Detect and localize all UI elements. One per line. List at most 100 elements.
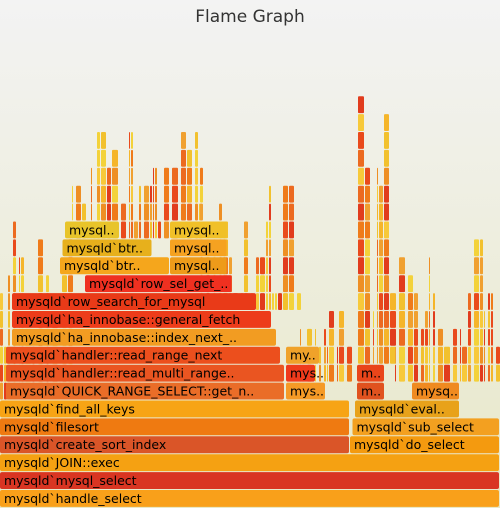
narrow-frame[interactable] — [365, 328, 370, 346]
narrow-frame[interactable] — [474, 364, 479, 382]
narrow-frame[interactable] — [339, 328, 344, 346]
narrow-frame[interactable] — [339, 364, 344, 382]
frame-bar[interactable] — [170, 239, 227, 257]
narrow-frame[interactable] — [0, 364, 3, 382]
frame-bar[interactable] — [286, 364, 315, 382]
narrow-frame[interactable] — [155, 203, 157, 221]
narrow-frame[interactable] — [365, 257, 370, 275]
narrow-frame[interactable] — [379, 275, 383, 293]
narrow-frame[interactable] — [327, 346, 328, 364]
narrow-frame[interactable] — [269, 293, 271, 310]
narrow-frame[interactable] — [379, 328, 383, 346]
narrow-frame[interactable] — [365, 293, 370, 310]
narrow-frame[interactable] — [76, 203, 81, 221]
narrow-frame[interactable] — [107, 203, 111, 221]
narrow-frame[interactable] — [131, 221, 133, 239]
narrow-frame[interactable] — [195, 149, 198, 167]
narrow-frame[interactable] — [187, 185, 192, 203]
narrow-frame[interactable] — [307, 328, 312, 346]
narrow-frame[interactable] — [384, 239, 389, 257]
narrow-frame[interactable] — [195, 203, 198, 221]
narrow-frame[interactable] — [384, 203, 389, 221]
frame-bar[interactable] — [65, 221, 119, 239]
narrow-frame[interactable] — [365, 221, 370, 239]
flame-frame[interactable]: mysqld`handler::read_range_next — [6, 346, 280, 364]
narrow-frame[interactable] — [107, 167, 111, 185]
narrow-frame[interactable] — [373, 346, 374, 364]
narrow-frame[interactable] — [480, 239, 483, 257]
flame-frame[interactable]: mysql.. — [65, 221, 119, 239]
narrow-frame[interactable] — [399, 257, 405, 275]
flame-frame[interactable]: mysqld`ha_innobase::index_next_.. — [12, 328, 276, 346]
narrow-frame[interactable] — [468, 364, 471, 382]
narrow-frame[interactable] — [8, 275, 10, 293]
narrow-frame[interactable] — [82, 203, 86, 221]
frame-bar[interactable] — [0, 472, 499, 489]
narrow-frame[interactable] — [129, 149, 130, 167]
narrow-frame[interactable] — [19, 275, 20, 293]
narrow-frame[interactable] — [408, 311, 413, 328]
narrow-frame[interactable] — [480, 364, 483, 382]
narrow-frame[interactable] — [488, 311, 490, 328]
frame-bar[interactable] — [85, 275, 232, 293]
narrow-frame[interactable] — [377, 311, 378, 328]
narrow-frame[interactable] — [444, 364, 450, 382]
narrow-frame[interactable] — [358, 132, 364, 149]
flame-frame[interactable]: mysqld`row_sel_get_.. — [85, 275, 232, 293]
narrow-frame[interactable] — [195, 185, 198, 203]
narrow-frame[interactable] — [266, 239, 268, 257]
narrow-frame[interactable] — [377, 293, 378, 310]
narrow-frame[interactable] — [101, 132, 106, 149]
frame-bar[interactable] — [0, 418, 349, 436]
narrow-frame[interactable] — [365, 346, 370, 364]
narrow-frame[interactable] — [384, 275, 389, 293]
frame-bar[interactable] — [286, 382, 325, 400]
narrow-frame[interactable] — [399, 328, 405, 346]
narrow-frame[interactable] — [425, 346, 428, 364]
narrow-frame[interactable] — [491, 364, 493, 382]
narrow-frame[interactable] — [256, 257, 259, 275]
narrow-frame[interactable] — [139, 221, 141, 239]
narrow-frame[interactable] — [172, 167, 178, 185]
narrow-frame[interactable] — [474, 293, 479, 310]
narrow-frame[interactable] — [399, 346, 405, 364]
narrow-frame[interactable] — [414, 311, 418, 328]
narrow-frame[interactable] — [395, 364, 396, 382]
narrow-frame[interactable] — [365, 167, 370, 185]
frame-bar[interactable] — [412, 382, 459, 400]
narrow-frame[interactable] — [300, 328, 301, 346]
narrow-frame[interactable] — [425, 364, 428, 382]
flame-frame[interactable]: mysqld`btr.. — [62, 239, 152, 257]
frame-bar[interactable] — [355, 400, 459, 418]
narrow-frame[interactable] — [480, 311, 483, 328]
narrow-frame[interactable] — [339, 311, 344, 328]
frame-bar[interactable] — [12, 311, 271, 328]
flame-frame[interactable]: m.. — [357, 382, 384, 400]
frame-bar[interactable] — [170, 221, 227, 239]
narrow-frame[interactable] — [377, 239, 378, 257]
narrow-frame[interactable] — [256, 293, 259, 310]
narrow-frame[interactable] — [408, 293, 413, 310]
frame-bar[interactable] — [357, 364, 384, 382]
narrow-frame[interactable] — [488, 364, 490, 382]
narrow-frame[interactable] — [390, 328, 396, 346]
narrow-frame[interactable] — [484, 346, 485, 364]
narrow-frame[interactable] — [414, 364, 418, 382]
narrow-frame[interactable] — [414, 293, 418, 310]
narrow-frame[interactable] — [377, 221, 378, 239]
narrow-frame[interactable] — [144, 221, 149, 239]
narrow-frame[interactable] — [172, 203, 178, 221]
narrow-frame[interactable] — [164, 203, 169, 221]
narrow-frame[interactable] — [358, 114, 364, 131]
narrow-frame[interactable] — [13, 275, 16, 293]
narrow-frame[interactable] — [453, 346, 457, 364]
narrow-frame[interactable] — [384, 167, 389, 185]
narrow-frame[interactable] — [460, 364, 461, 382]
narrow-frame[interactable] — [377, 185, 378, 203]
narrow-frame[interactable] — [433, 364, 435, 382]
narrow-frame[interactable] — [433, 293, 435, 310]
narrow-frame[interactable] — [8, 293, 10, 310]
narrow-frame[interactable] — [283, 275, 288, 293]
narrow-frame[interactable] — [496, 346, 500, 364]
narrow-frame[interactable] — [131, 167, 133, 185]
